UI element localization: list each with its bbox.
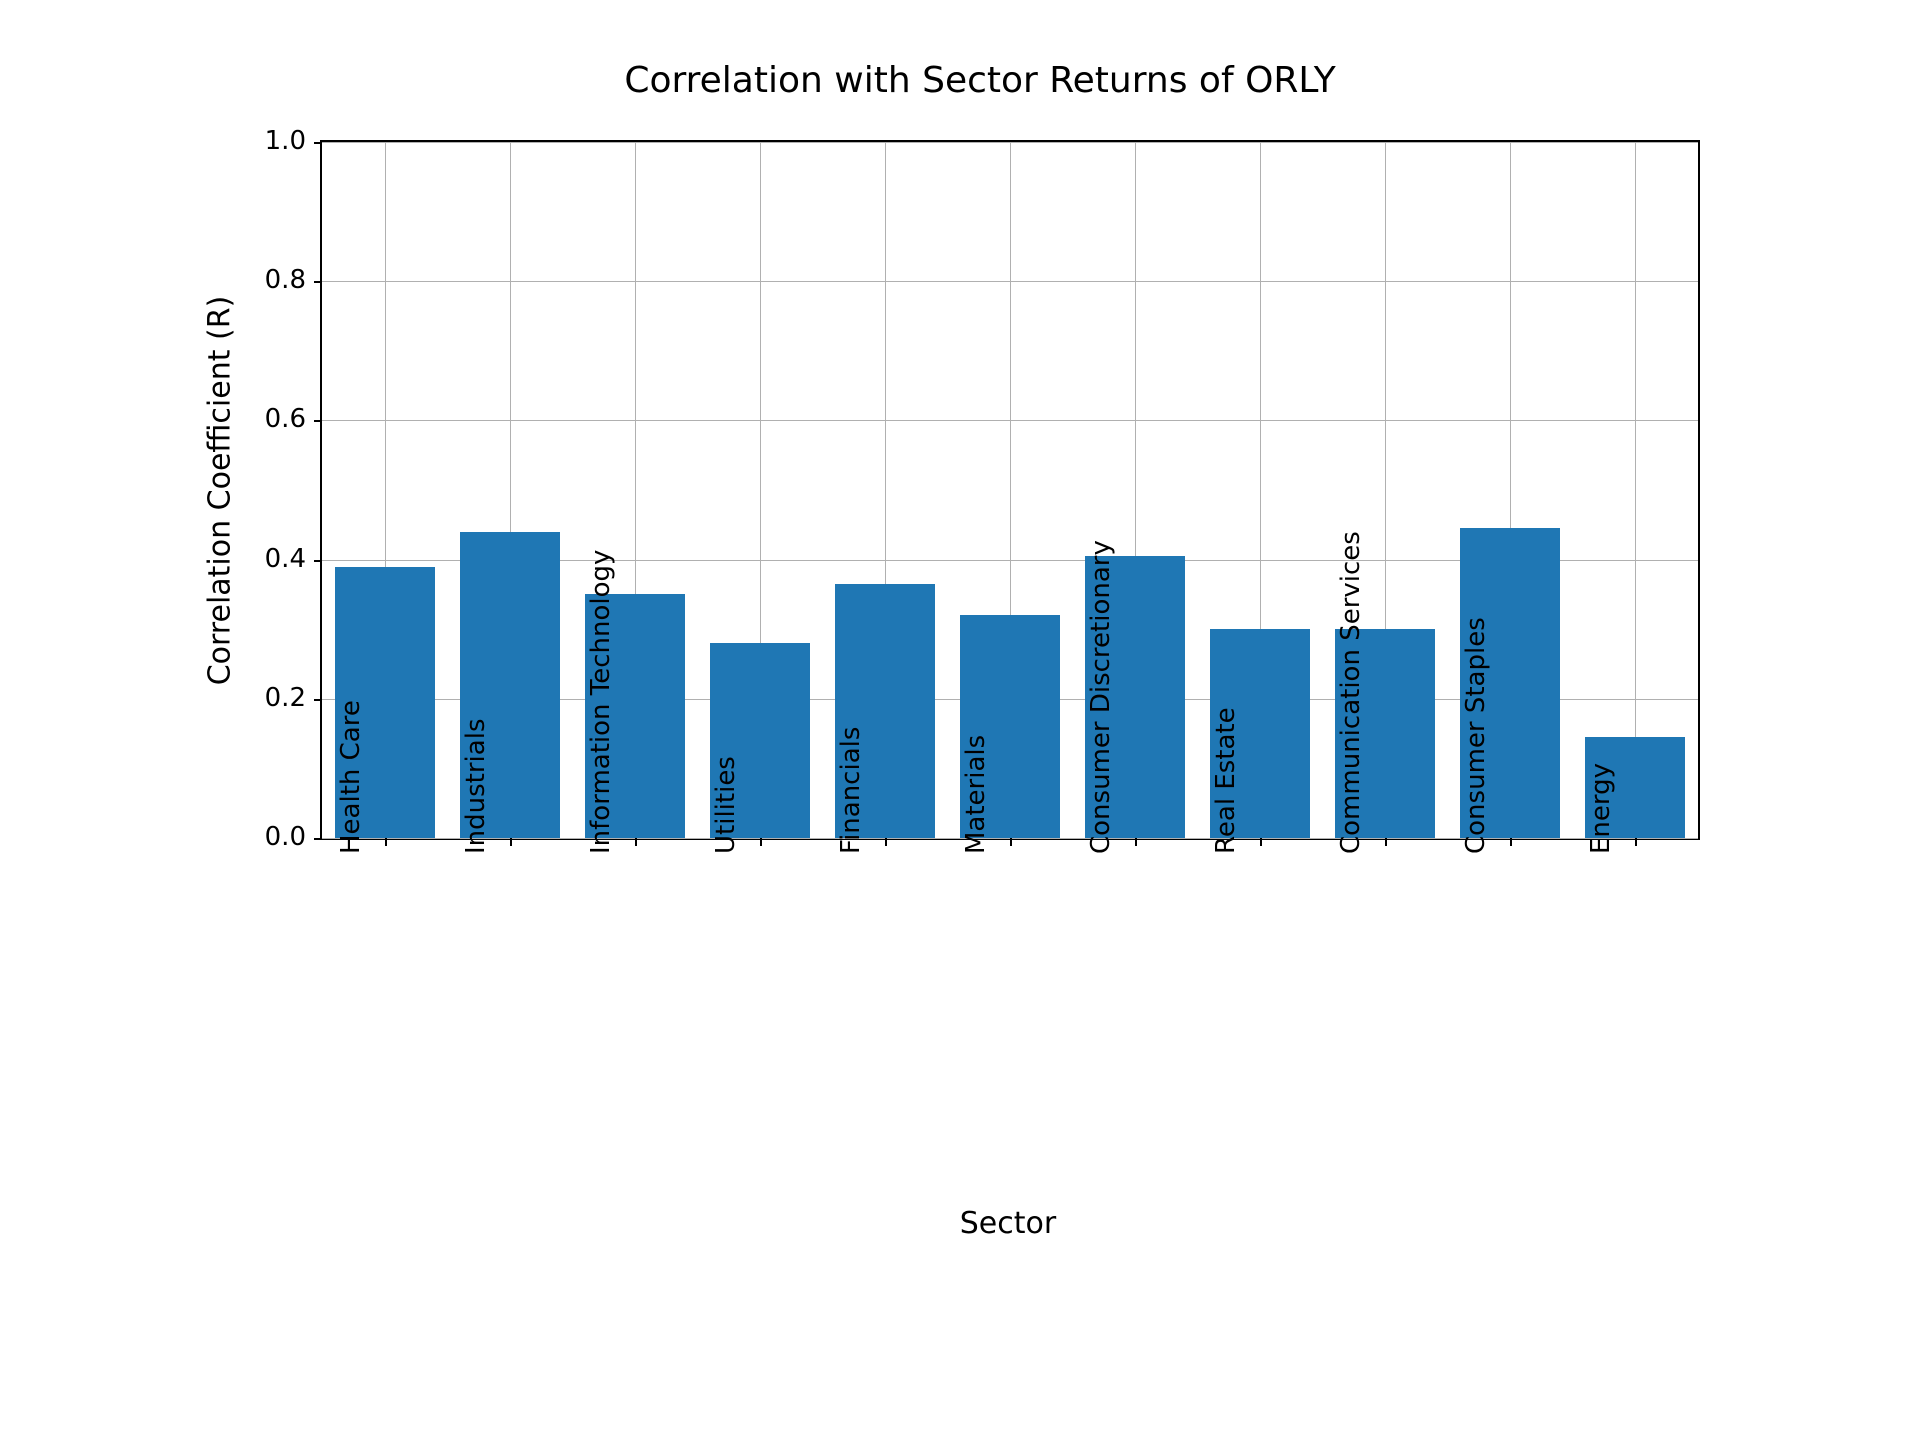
ytick-mark [314,281,322,283]
xtick-label: Financials [836,727,866,854]
ytick-mark [314,142,322,144]
xtick-mark [635,838,637,846]
chart-container: Correlation with Sector Returns of ORLY … [200,60,1760,1360]
xtick-label: Industrials [461,719,491,854]
chart-title: Correlation with Sector Returns of ORLY [200,60,1760,101]
grid-line-vertical [1635,142,1636,838]
xtick-label: Information Technology [586,550,616,854]
plot-area [320,140,1700,840]
y-axis-label: Correlation Coefficient (R) [203,143,238,839]
xtick-mark [885,838,887,846]
ytick-mark [314,838,322,840]
ytick-label: 0.8 [226,265,306,295]
xtick-label: Materials [961,735,991,854]
xtick-label: Consumer Discretionary [1086,540,1116,854]
ytick-label: 0.4 [226,544,306,574]
ytick-label: 0.0 [226,822,306,852]
xtick-mark [510,838,512,846]
xtick-label: Consumer Staples [1461,617,1491,854]
xtick-mark [1385,838,1387,846]
xtick-mark [1510,838,1512,846]
xtick-mark [385,838,387,846]
xtick-mark [1260,838,1262,846]
ytick-mark [314,699,322,701]
xtick-mark [1010,838,1012,846]
xtick-label: Utilities [711,756,741,854]
xtick-mark [1635,838,1637,846]
xtick-label: Energy [1586,763,1616,854]
x-axis-label: Sector [320,1206,1696,1241]
xtick-mark [1135,838,1137,846]
ytick-mark [314,560,322,562]
ytick-label: 1.0 [226,126,306,156]
xtick-mark [760,838,762,846]
ytick-label: 0.6 [226,404,306,434]
xtick-label: Real Estate [1211,707,1241,854]
xtick-label: Health Care [336,700,366,854]
ytick-mark [314,420,322,422]
ytick-label: 0.2 [226,683,306,713]
xtick-label: Communication Services [1336,531,1366,854]
